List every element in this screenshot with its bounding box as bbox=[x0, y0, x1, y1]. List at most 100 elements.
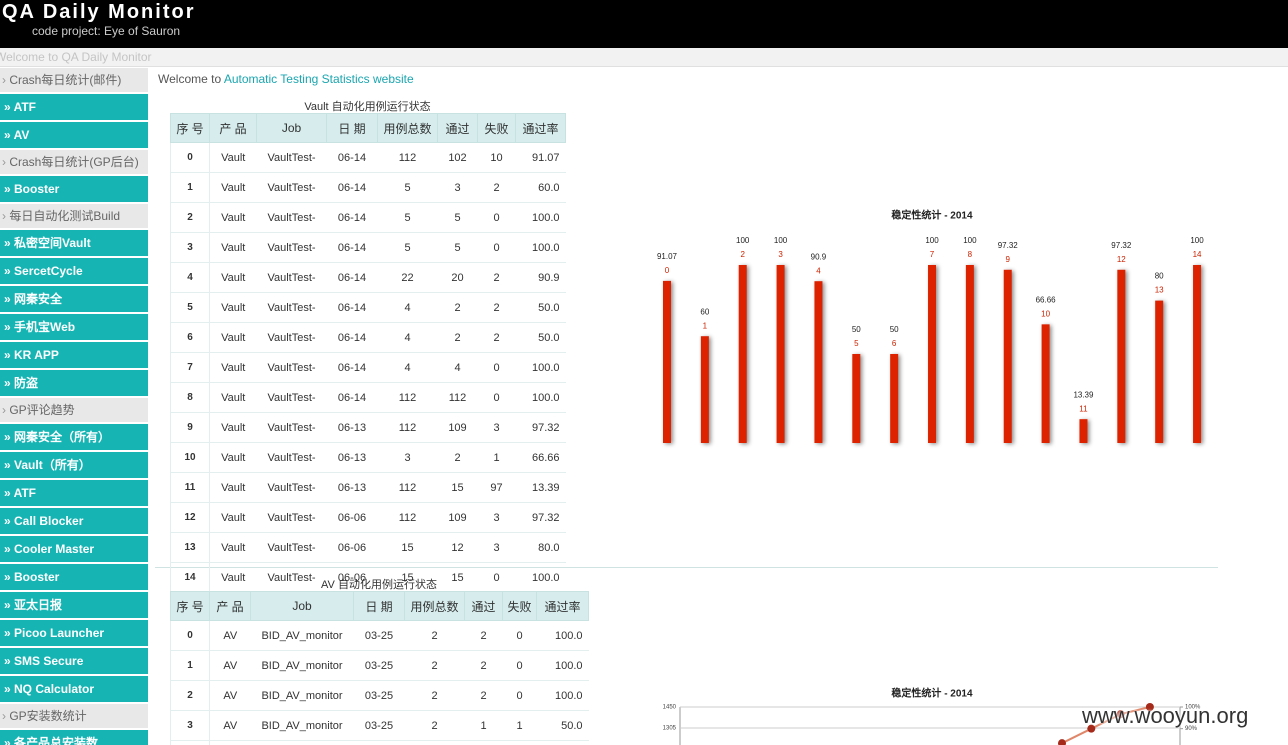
cell: Vault bbox=[209, 262, 257, 293]
bar-value-label: 13.39 bbox=[1073, 390, 1094, 399]
sidebar-item[interactable]: Vault（所有） bbox=[0, 452, 148, 478]
sidebar-item[interactable]: 网秦安全（所有） bbox=[0, 424, 148, 450]
bar-category-label: 3 bbox=[778, 250, 783, 259]
bar bbox=[965, 265, 974, 443]
cell: BID_AV_monitor bbox=[250, 620, 354, 651]
header-cell: Job bbox=[256, 113, 327, 143]
cell: 5 bbox=[377, 232, 438, 263]
row: 10 Vault VaultTest- 06-13 3 2 1 66.66 bbox=[170, 442, 566, 473]
sidebar-item[interactable]: 亚太日报 bbox=[0, 592, 148, 618]
cell: 4 bbox=[437, 352, 478, 383]
row: 3 AV BID_AV_monitor 03-25 2 1 1 50.0 bbox=[170, 710, 589, 741]
bar-category-label: 8 bbox=[968, 250, 973, 259]
header-cell: 用例总数 bbox=[404, 591, 465, 621]
cell: 91.07 bbox=[515, 142, 566, 173]
sidebar-item[interactable]: 各产品总安装数 bbox=[0, 730, 148, 745]
sidebar-item[interactable]: 防盗 bbox=[0, 370, 148, 396]
bar-value-label: 97.32 bbox=[998, 241, 1019, 250]
sidebar-item[interactable]: ATF bbox=[0, 480, 148, 506]
cell: 2 bbox=[404, 620, 465, 651]
sidebar-section[interactable]: GP评论趋势 bbox=[0, 398, 148, 422]
cell: 2 bbox=[477, 292, 516, 323]
cell: 06-13 bbox=[326, 472, 378, 503]
cell: 97 bbox=[477, 472, 516, 503]
sidebar-item[interactable]: NQ Calculator bbox=[0, 676, 148, 702]
sidebar-item[interactable]: AV bbox=[0, 122, 148, 148]
app-subtitle: code project: Eye of Sauron bbox=[32, 24, 181, 38]
sidebar-item[interactable]: SMS Secure bbox=[0, 648, 148, 674]
cell: VaultTest- bbox=[256, 352, 327, 383]
bar-category-label: 14 bbox=[1193, 250, 1202, 259]
cell: 15 bbox=[437, 472, 478, 503]
cell: 11 bbox=[170, 472, 210, 503]
sidebar-item[interactable]: Picoo Launcher bbox=[0, 620, 148, 646]
bar bbox=[890, 354, 899, 443]
sidebar-item[interactable]: 网秦安全 bbox=[0, 286, 148, 312]
cell: Vault bbox=[209, 292, 257, 323]
cell: VaultTest- bbox=[256, 532, 327, 563]
sidebar-section[interactable]: 每日自动化测试Build bbox=[0, 204, 148, 228]
marquee-text: Welcome to QA Daily Monitor bbox=[0, 50, 152, 64]
cell: VaultTest- bbox=[256, 472, 327, 503]
sidebar-section[interactable]: Crash每日统计(邮件) bbox=[0, 68, 148, 92]
row: 0 AV BID_AV_monitor 03-25 2 2 0 100.0 bbox=[170, 620, 589, 651]
bar-value-label: 60 bbox=[700, 307, 709, 316]
sidebar-item[interactable]: ATF bbox=[0, 94, 148, 120]
bar bbox=[814, 281, 823, 443]
cell: 22 bbox=[377, 262, 438, 293]
cell: 0 bbox=[477, 232, 516, 263]
cell: 2 bbox=[404, 680, 465, 711]
sidebar-item[interactable]: KR APP bbox=[0, 342, 148, 368]
cell: 03-25 bbox=[353, 740, 405, 745]
cell: 12 bbox=[437, 532, 478, 563]
header-cell: 失败 bbox=[502, 591, 537, 621]
cell: 4 bbox=[170, 740, 210, 745]
cell: 2 bbox=[404, 710, 465, 741]
row: 8 Vault VaultTest- 06-14 112 112 0 100.0 bbox=[170, 382, 566, 413]
row: 6 Vault VaultTest- 06-14 4 2 2 50.0 bbox=[170, 322, 566, 353]
row: 4 Vault VaultTest- 06-14 22 20 2 90.9 bbox=[170, 262, 566, 293]
cell: 97.32 bbox=[515, 502, 566, 533]
cell: 06-14 bbox=[326, 142, 378, 173]
sidebar-item[interactable]: 私密空间Vault bbox=[0, 230, 148, 256]
sidebar-section[interactable]: Crash每日统计(GP后台) bbox=[0, 150, 148, 174]
cell: AV bbox=[209, 620, 251, 651]
cell: 2 bbox=[477, 172, 516, 203]
welcome-link[interactable]: Automatic Testing Statistics website bbox=[223, 72, 414, 86]
cell: 0 bbox=[477, 352, 516, 383]
cell: 2 bbox=[437, 442, 478, 473]
cell: VaultTest- bbox=[256, 292, 327, 323]
bar bbox=[1041, 324, 1050, 443]
sidebar-item[interactable]: Booster bbox=[0, 176, 148, 202]
header-cell: 序 号 bbox=[170, 591, 210, 621]
bar-category-label: 5 bbox=[854, 339, 859, 348]
cell: VaultTest- bbox=[256, 442, 327, 473]
row: 13 Vault VaultTest- 06-06 15 12 3 80.0 bbox=[170, 532, 566, 563]
bar-category-label: 4 bbox=[816, 266, 821, 275]
sidebar-item[interactable]: SercetCycle bbox=[0, 258, 148, 284]
header-cell: 产 品 bbox=[209, 113, 257, 143]
cell: 15 bbox=[377, 532, 438, 563]
cell: 3 bbox=[477, 412, 516, 443]
cell: 6 bbox=[170, 322, 210, 353]
sidebar-item[interactable]: Cooler Master bbox=[0, 536, 148, 562]
row: 7 Vault VaultTest- 06-14 4 4 0 100.0 bbox=[170, 352, 566, 383]
sidebar-item[interactable]: Booster bbox=[0, 564, 148, 590]
row: 9 Vault VaultTest- 06-13 112 109 3 97.32 bbox=[170, 412, 566, 443]
cell: 10 bbox=[477, 142, 516, 173]
sidebar-section[interactable]: GP安装数统计 bbox=[0, 704, 148, 728]
cell: VaultTest- bbox=[256, 562, 327, 593]
cell: Vault bbox=[209, 322, 257, 353]
sidebar-item[interactable]: Call Blocker bbox=[0, 508, 148, 534]
sidebar-item[interactable]: 手机宝Web bbox=[0, 314, 148, 340]
bar-value-label: 100 bbox=[736, 236, 750, 245]
cell: 4 bbox=[377, 352, 438, 383]
cell: 2 bbox=[464, 650, 503, 681]
bar-category-label: 6 bbox=[892, 339, 897, 348]
cell: 112 bbox=[437, 382, 478, 413]
header-cell: 序 号 bbox=[170, 113, 210, 143]
bar-value-label: 66.66 bbox=[1036, 295, 1057, 304]
cell: 03-25 bbox=[353, 620, 405, 651]
